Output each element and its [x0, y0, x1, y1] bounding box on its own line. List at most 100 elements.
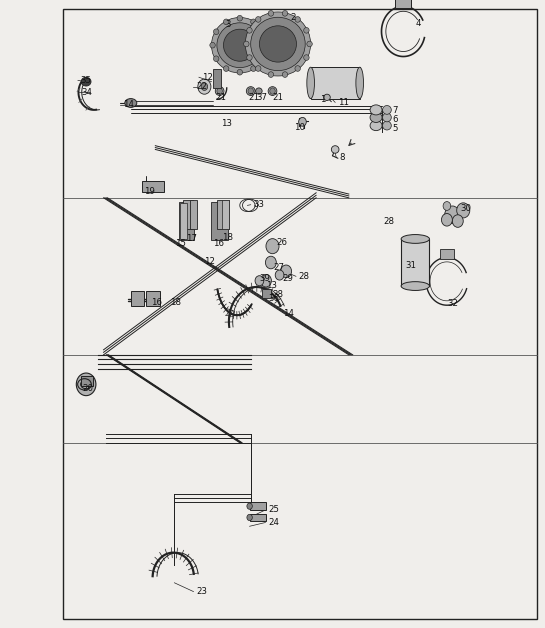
Ellipse shape [307, 41, 312, 46]
Ellipse shape [245, 12, 311, 76]
Ellipse shape [237, 69, 243, 75]
Ellipse shape [261, 29, 266, 35]
Ellipse shape [215, 87, 224, 95]
Bar [217, 200, 229, 229]
Circle shape [76, 373, 96, 396]
Ellipse shape [244, 41, 249, 46]
Ellipse shape [264, 42, 270, 48]
Ellipse shape [256, 88, 262, 94]
Bar [401, 239, 429, 286]
Text: 16: 16 [213, 239, 223, 248]
Ellipse shape [217, 23, 263, 68]
Bar [142, 181, 164, 192]
Text: 14: 14 [123, 100, 134, 109]
Bar [179, 202, 194, 240]
Text: 7: 7 [392, 106, 398, 115]
Ellipse shape [304, 55, 309, 60]
Ellipse shape [383, 106, 391, 114]
Text: 21: 21 [215, 93, 226, 102]
Bar [440, 249, 454, 259]
Bar [222, 200, 229, 229]
Circle shape [270, 88, 275, 94]
Bar [146, 291, 160, 306]
Text: 2: 2 [290, 13, 296, 22]
Ellipse shape [251, 66, 256, 72]
Text: 5: 5 [392, 124, 398, 133]
Text: 30: 30 [461, 204, 471, 213]
Text: 37: 37 [257, 93, 268, 102]
Ellipse shape [81, 380, 92, 389]
Text: 8: 8 [339, 153, 344, 162]
Circle shape [265, 256, 276, 269]
Ellipse shape [125, 99, 137, 107]
Ellipse shape [259, 26, 296, 62]
Text: 16: 16 [152, 298, 162, 306]
Bar [262, 289, 271, 298]
Text: 38: 38 [272, 290, 283, 299]
Text: 18: 18 [170, 298, 181, 306]
Ellipse shape [401, 281, 429, 290]
Ellipse shape [268, 72, 274, 77]
Bar [395, 0, 411, 8]
Text: 22: 22 [196, 82, 207, 91]
Ellipse shape [211, 18, 268, 73]
Ellipse shape [261, 56, 266, 62]
Text: 12: 12 [204, 257, 215, 266]
Ellipse shape [383, 113, 391, 122]
Text: 10: 10 [294, 123, 305, 132]
Circle shape [457, 203, 470, 218]
Ellipse shape [324, 94, 330, 100]
Ellipse shape [295, 66, 300, 72]
Ellipse shape [247, 514, 252, 521]
Ellipse shape [304, 28, 309, 33]
Text: 4: 4 [415, 19, 421, 28]
Text: 6: 6 [392, 115, 398, 124]
Ellipse shape [251, 19, 256, 24]
Text: 19: 19 [144, 187, 155, 196]
Text: 32: 32 [447, 300, 458, 308]
Text: 31: 31 [405, 261, 416, 269]
Ellipse shape [223, 19, 229, 24]
Text: 17: 17 [186, 234, 197, 243]
Ellipse shape [383, 121, 391, 130]
Ellipse shape [237, 15, 243, 21]
Circle shape [452, 215, 463, 227]
Ellipse shape [251, 17, 305, 71]
Circle shape [445, 206, 460, 224]
Ellipse shape [370, 105, 382, 115]
Ellipse shape [223, 29, 256, 62]
Bar [131, 291, 144, 306]
Ellipse shape [246, 87, 255, 95]
Ellipse shape [295, 16, 300, 22]
Text: 18: 18 [222, 233, 233, 242]
Text: 26: 26 [276, 238, 287, 247]
Bar [250, 514, 266, 521]
Ellipse shape [307, 67, 314, 99]
Text: 28: 28 [299, 272, 310, 281]
Circle shape [299, 117, 306, 126]
Circle shape [275, 270, 284, 280]
Ellipse shape [401, 234, 429, 244]
Bar [190, 200, 197, 229]
Ellipse shape [247, 55, 252, 60]
Ellipse shape [223, 66, 229, 72]
Text: 36: 36 [268, 295, 279, 303]
Bar [213, 69, 221, 88]
Bar [250, 502, 266, 510]
Ellipse shape [282, 72, 288, 77]
Text: 28: 28 [383, 217, 394, 225]
Text: 20: 20 [83, 384, 94, 393]
Ellipse shape [268, 11, 274, 16]
Circle shape [281, 265, 292, 278]
Circle shape [266, 239, 279, 254]
Circle shape [261, 274, 271, 287]
Text: 33: 33 [253, 200, 264, 209]
Circle shape [217, 88, 222, 94]
Circle shape [255, 276, 264, 286]
Ellipse shape [370, 121, 382, 131]
Ellipse shape [256, 16, 261, 22]
Bar [180, 203, 187, 239]
Ellipse shape [282, 11, 288, 16]
Bar [81, 376, 93, 386]
Text: 14: 14 [283, 310, 294, 318]
